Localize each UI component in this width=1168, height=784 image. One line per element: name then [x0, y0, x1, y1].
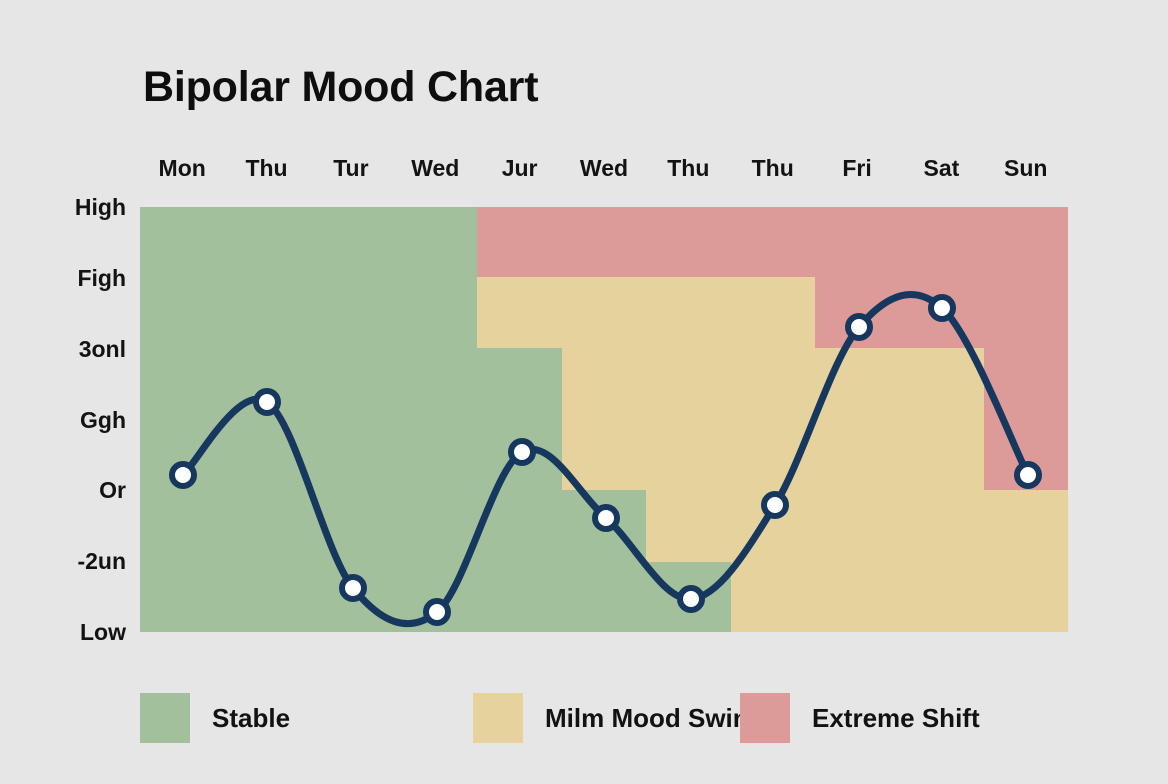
- y-tick-label: Figh: [77, 264, 126, 291]
- x-tick-label: Fri: [842, 155, 872, 181]
- x-tick-label: Thu: [667, 155, 710, 181]
- zone-band-stable: [140, 207, 225, 632]
- x-tick-label: Thu: [751, 155, 794, 181]
- x-tick-label: Wed: [411, 155, 460, 181]
- legend-item[interactable]: Milm Mood Swings: [473, 692, 779, 744]
- y-tick-label: -2un: [77, 548, 126, 575]
- zone-band-mild: [646, 277, 731, 563]
- zone-band-extreme: [983, 207, 1068, 491]
- zone-band-column: [814, 207, 900, 632]
- x-tick-label: Jur: [501, 155, 538, 181]
- zone-bands: [140, 207, 1068, 632]
- zone-band-mild: [899, 347, 984, 632]
- x-tick-label: Wed: [579, 155, 629, 181]
- mood-line-path: [179, 291, 1032, 628]
- zone-band-column: [477, 207, 562, 632]
- y-tick-label: High: [74, 194, 126, 220]
- zone-band-column: [983, 207, 1068, 632]
- legend-label: Stable: [212, 702, 291, 733]
- y-tick-label: Or: [99, 477, 126, 504]
- legend-swatch-milm-mood-swings: [473, 693, 523, 743]
- zone-band-extreme: [561, 207, 647, 278]
- legend-item[interactable]: Extreme Shift: [740, 692, 980, 744]
- x-tick-label: Sun: [1004, 155, 1048, 181]
- data-point-marker[interactable]: [845, 313, 873, 341]
- y-tick-label: Ggh: [80, 406, 126, 433]
- zone-band-extreme: [646, 207, 731, 278]
- legend-item[interactable]: Stable: [140, 692, 290, 744]
- x-tick-label: Sat: [923, 155, 960, 181]
- zone-band-column: [899, 207, 984, 632]
- data-point-marker[interactable]: [592, 504, 620, 532]
- zone-band-column: [140, 207, 225, 632]
- page-title: Bipolar Mood Chart: [143, 63, 539, 111]
- zone-band-column: [224, 207, 309, 632]
- data-point-marker[interactable]: [339, 574, 367, 602]
- zone-band-column: [730, 207, 815, 632]
- data-point-marker[interactable]: [1014, 461, 1042, 489]
- zone-band-stable: [224, 207, 309, 632]
- mood-data-markers: [169, 294, 1042, 626]
- x-axis-labels: Mon Thu Tur Wed Jur Wed Thu Thu Fri Sat Sun: [140, 152, 1068, 184]
- legend-swatch-extreme-shift: [740, 693, 790, 743]
- zone-band-stable: [308, 207, 394, 632]
- legend-label: Extreme Shift: [812, 702, 980, 733]
- data-point-marker[interactable]: [508, 438, 536, 466]
- x-tick-label: Thu: [245, 155, 288, 181]
- data-point-marker[interactable]: [423, 598, 451, 626]
- zone-band-mild: [814, 347, 900, 632]
- zone-band-column: [646, 207, 731, 632]
- zone-band-column: [561, 207, 647, 632]
- zone-band-mild: [983, 490, 1068, 632]
- mood-line-chart: [169, 291, 1042, 628]
- zone-band-stable: [477, 347, 562, 632]
- data-point-marker[interactable]: [677, 585, 705, 613]
- data-point-marker[interactable]: [761, 491, 789, 519]
- y-tick-label: 3onl: [78, 335, 126, 362]
- data-point-marker[interactable]: [169, 461, 197, 489]
- x-tick-label: Mon: [158, 155, 206, 181]
- zone-band-extreme: [477, 207, 562, 278]
- data-point-marker[interactable]: [253, 388, 281, 416]
- zone-band-mild: [561, 277, 647, 491]
- data-point-marker[interactable]: [928, 294, 956, 322]
- zone-band-extreme: [730, 207, 815, 278]
- legend-swatch-stable: [140, 693, 190, 743]
- zone-band-mild: [477, 277, 562, 348]
- y-tick-label: Low: [80, 619, 126, 645]
- y-axis-labels: High Figh 3onl Ggh Or -2un Low: [38, 194, 126, 646]
- x-tick-label: Tur: [333, 155, 369, 181]
- zone-band-column: [308, 207, 394, 632]
- zone-band-extreme: [899, 207, 984, 348]
- plot-area: [140, 207, 1068, 632]
